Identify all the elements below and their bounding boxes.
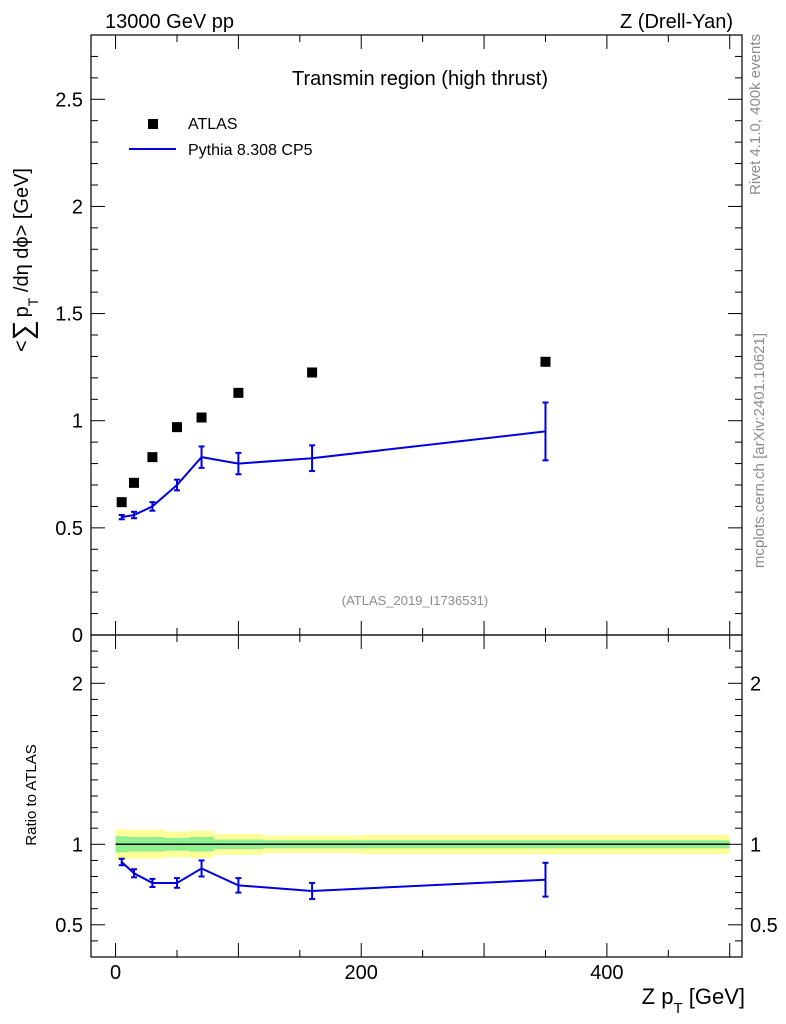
analysis-id-label: (ATLAS_2019_I1736531) [342, 593, 488, 608]
atlas-data-point [128, 477, 139, 488]
main-plot-title: Transmin region (high thrust) [292, 68, 548, 90]
x-tick-label: 400 [590, 962, 623, 984]
main-y-tick-label: 2 [72, 196, 83, 218]
atlas-data-point [307, 367, 318, 378]
ratio-y-tick-label-right: 0.5 [750, 915, 778, 937]
ratio-plot-frame [90, 634, 743, 958]
main-y-axis-label: <∑ pT /dη dϕ> [GeV] [7, 168, 41, 352]
ratio-y-tick-label-right: 2 [750, 673, 761, 695]
atlas-data-point [116, 497, 127, 508]
atlas-data-point [147, 452, 158, 463]
ratio-y-tick-label: 2 [72, 673, 83, 695]
x-label-rest: [GeV] [683, 984, 745, 1009]
legend-atlas-label: ATLAS [188, 116, 238, 133]
ratio-y-tick-label: 1 [72, 834, 83, 856]
ratio-y-tick-label: 0.5 [55, 915, 83, 937]
main-y-tick-label: 2.5 [55, 89, 83, 111]
ratio-y-tick-label-right: 1 [750, 834, 761, 856]
energy-label: 13000 GeV pp [105, 11, 234, 33]
y-label-subscript: T [25, 297, 41, 306]
main-plot-area: 0 0.5 1 1.5 2 2.5 [55, 35, 742, 647]
process-label: Z (Drell-Yan) [620, 11, 733, 33]
x-axis-label: Z pT [GeV] [642, 984, 745, 1017]
y-label-sum: ∑ [7, 320, 38, 340]
main-y-tick-label: 1.5 [55, 304, 83, 326]
mcplots-label: mcplots.cern.ch [arXiv:2401.10621] [751, 333, 768, 568]
atlas-data-point [233, 387, 244, 398]
ratio-y-axis-label: Ratio to ATLAS [23, 744, 40, 845]
x-tick-label: 200 [345, 962, 378, 984]
pythia-line [121, 430, 546, 519]
legend-atlas-marker [148, 119, 158, 129]
main-y-tick-label: 1 [72, 411, 83, 433]
x-label-subscript: T [673, 1000, 682, 1017]
y-label-open: < [11, 340, 33, 352]
atlas-data-point [540, 356, 551, 367]
x-label-z: Z p [642, 984, 674, 1009]
atlas-data-point [171, 422, 182, 433]
rivet-version-label: Rivet 4.1.0, 400k events [747, 34, 764, 195]
y-label-rest: /dη dϕ> [GeV] [11, 168, 33, 298]
atlas-data-point [196, 412, 207, 423]
svg-text:<∑pT /dη dϕ> [GeV]: <∑ pT /dη dϕ> [GeV] [7, 168, 41, 352]
ratio-plot-area: 0.5 0.5 1 1 2 2 0 200 400 [55, 635, 778, 984]
main-y-tick-label: 0.5 [55, 518, 83, 540]
legend-pythia-label: Pythia 8.308 CP5 [188, 142, 313, 159]
x-tick-label: 0 [110, 962, 121, 984]
y-label-p: p [11, 306, 33, 317]
main-y-tick-label: 0 [72, 625, 83, 647]
ratio-pythia-line [121, 861, 546, 892]
